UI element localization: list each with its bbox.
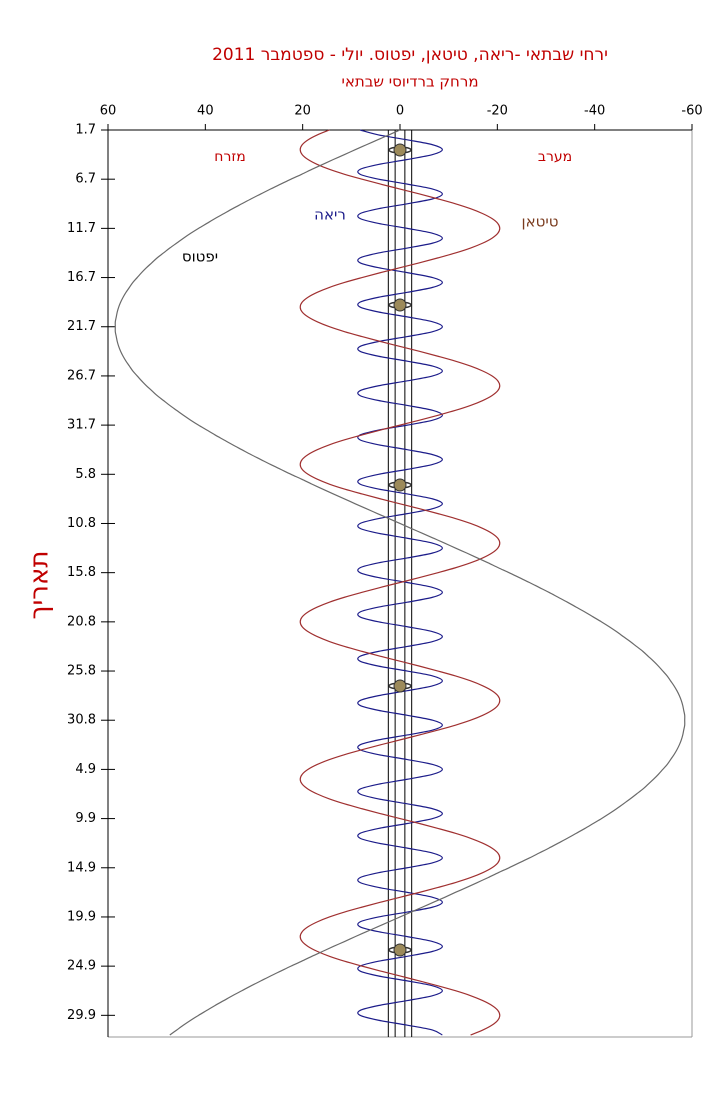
y-tick-label: 4.9 — [75, 762, 96, 777]
y-tick-label: 11.7 — [67, 221, 96, 236]
saturn-icon — [388, 943, 412, 957]
y-tick-label: 1.7 — [75, 123, 96, 138]
x-tick-label: 60 — [100, 104, 117, 119]
y-tick-label: 10.8 — [67, 516, 96, 531]
saturn-icon — [388, 478, 412, 492]
y-tick-label: 25.8 — [67, 664, 96, 679]
series-line — [357, 129, 443, 1036]
y-tick-label: 19.9 — [67, 909, 96, 924]
saturn-icons — [388, 143, 412, 957]
y-tick-label: 30.8 — [67, 713, 96, 728]
y-tick-label: 15.8 — [67, 565, 96, 580]
y-tick-label: 31.7 — [67, 418, 96, 433]
annotation: מערב — [538, 149, 572, 165]
y-tick-label: 16.7 — [67, 270, 96, 285]
y-tick-label: 9.9 — [75, 811, 96, 826]
series-label: טיטאן — [522, 213, 559, 231]
series-line — [299, 129, 501, 1036]
y-tick-label: 14.9 — [67, 860, 96, 875]
series-label: יפטוס — [182, 248, 218, 266]
saturn-icon — [388, 679, 412, 693]
annotation: מזרח — [214, 149, 245, 165]
y-tick-label: 29.9 — [67, 1008, 96, 1023]
y-tick-label: 21.7 — [67, 319, 96, 334]
series-line — [114, 129, 686, 1036]
saturn-icon — [388, 298, 412, 312]
y-tick-label: 6.7 — [75, 172, 96, 187]
x-tick-label: -20 — [487, 104, 508, 119]
y-tick-label: 26.7 — [67, 368, 96, 383]
series-label: ריאה — [314, 206, 346, 224]
x-tick-label: -60 — [681, 104, 702, 119]
y-tick-label: 24.9 — [67, 959, 96, 974]
y-axis-label: תאריך — [25, 551, 55, 620]
y-tick-label: 5.8 — [75, 467, 96, 482]
x-tick-label: -40 — [584, 104, 605, 119]
chart-subtitle: מרחק ברדיוסי שבתאי — [341, 73, 478, 91]
x-tick-label: 0 — [396, 104, 404, 119]
x-tick-label: 20 — [294, 104, 311, 119]
y-tick-label: 20.8 — [67, 614, 96, 629]
saturn-icon — [388, 143, 412, 157]
x-tick-label: 40 — [197, 104, 214, 119]
chart-title: ירחי שבתאי -ריאה, טיטאן, יפטוס. יולי - ס… — [212, 45, 608, 65]
